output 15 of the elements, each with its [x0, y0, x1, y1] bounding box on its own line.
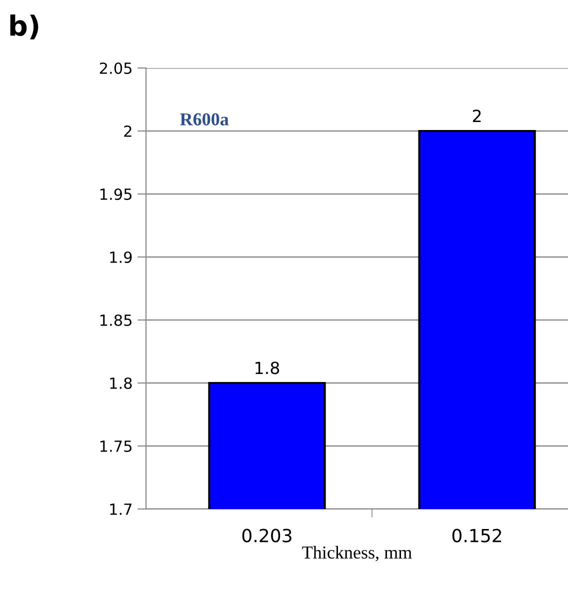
- data-label: 1.8: [256, 362, 280, 374]
- y-tick-label: 1.75: [100, 440, 132, 452]
- y-tick-label: 1.95: [100, 188, 132, 200]
- y-tick-label: 1.8: [110, 377, 132, 390]
- y-tick-label: 2.05: [100, 62, 132, 74]
- y-tick-label: 2: [124, 125, 132, 137]
- y-tick-label: 1.7: [110, 504, 132, 515]
- data-label: 2: [472, 110, 481, 122]
- x-tick-label: 0.203: [242, 528, 292, 542]
- text: b): [10, 14, 38, 40]
- x-tick-label: 0.152: [452, 528, 502, 542]
- y-tick-label: 1.9: [110, 251, 132, 264]
- annotation: R600a: [180, 113, 229, 126]
- x-axis-title: Thickness, mm: [302, 546, 412, 562]
- y-tick-label: 1.85: [100, 314, 132, 326]
